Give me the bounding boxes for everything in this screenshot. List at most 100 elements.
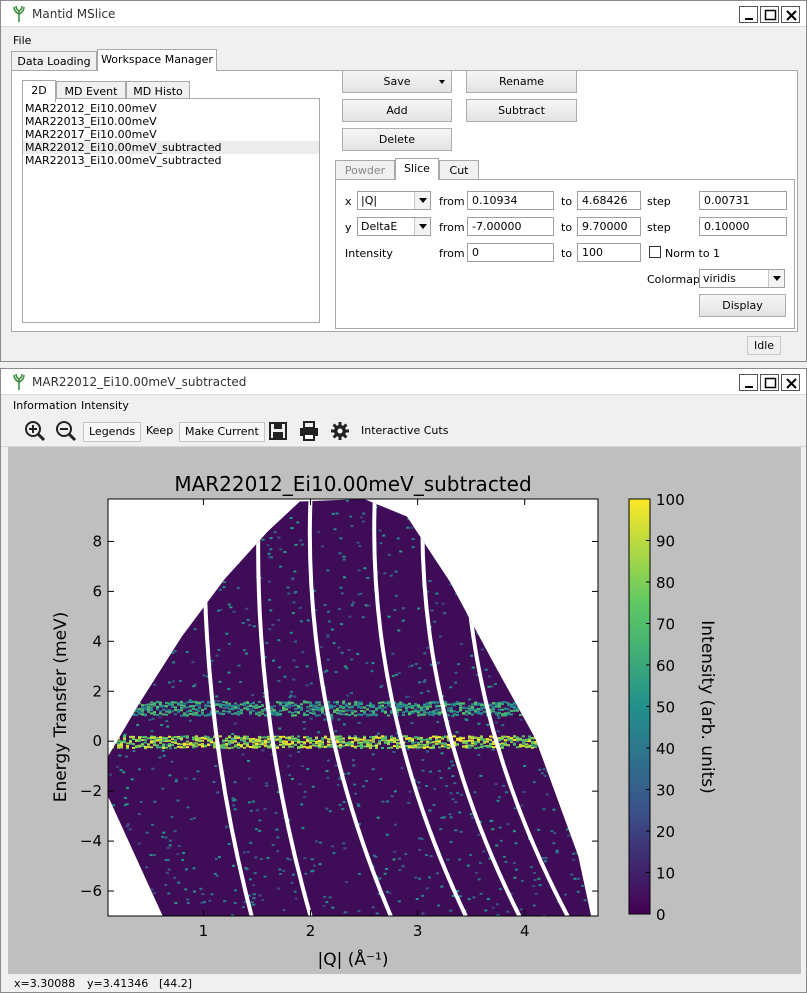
legends-button[interactable]: Legends — [83, 422, 142, 442]
intensity-to-input[interactable]: 100 — [577, 243, 641, 262]
workspace-list[interactable]: MAR22012_Ei10.00meV MAR22013_Ei10.00meV … — [22, 98, 320, 323]
x-axis-select[interactable]: |Q| — [357, 191, 431, 210]
zoom-in-icon[interactable] — [24, 420, 46, 442]
elastic-speck — [366, 745, 369, 748]
heatmap-speck — [263, 807, 267, 810]
list-item[interactable]: MAR22012_Ei10.00meV — [25, 102, 157, 115]
tab-slice[interactable]: Slice — [395, 158, 439, 180]
elastic-speck — [426, 743, 429, 746]
norm-checkbox[interactable] — [649, 246, 661, 258]
heatmap-speck — [188, 699, 192, 702]
y-axis-select[interactable]: DeltaE — [357, 217, 431, 236]
y-step-input[interactable]: 0.10000 — [699, 217, 787, 236]
elastic-speck — [405, 745, 408, 748]
colormap-select[interactable]: viridis — [699, 269, 785, 288]
heatmap-speck — [417, 837, 421, 840]
band-speck — [387, 700, 390, 703]
close-button[interactable] — [781, 6, 800, 23]
heatmap-speck — [269, 537, 273, 540]
elastic-speck — [528, 738, 531, 741]
print-icon[interactable] — [298, 420, 320, 442]
band-speck — [417, 711, 420, 714]
heatmap-speck — [439, 777, 443, 779]
list-item[interactable]: MAR22013_Ei10.00meV — [25, 115, 157, 128]
maximize-button[interactable] — [760, 6, 779, 23]
display-button[interactable]: Display — [699, 294, 786, 317]
make-current-button[interactable]: Make Current — [179, 422, 265, 442]
heatmap-speck — [479, 892, 483, 895]
minimize-button[interactable] — [739, 374, 758, 391]
heatmap-speck — [466, 864, 470, 867]
heatmap-speck — [436, 872, 439, 875]
plot-canvas[interactable]: MAR22012_Ei10.00meV_subtracted 1 2 3 4 −6 −4−… — [8, 447, 801, 974]
heatmap-speck — [266, 856, 270, 859]
y-to-input[interactable]: 9.70000 — [577, 217, 641, 236]
maximize-button[interactable] — [760, 374, 779, 391]
main-title-bar[interactable]: Mantid MSlice — [1, 1, 806, 27]
band-speck — [459, 702, 462, 705]
slice-plot[interactable]: MAR22012_Ei10.00meV_subtracted 1 2 3 4−6−4−… — [8, 447, 801, 974]
list-item[interactable]: MAR22017_Ei10.00meV — [25, 128, 157, 141]
elastic-speck — [378, 736, 381, 739]
menu-information[interactable]: Information — [13, 399, 77, 412]
heatmap-speck — [433, 787, 437, 790]
elastic-speck — [510, 737, 513, 740]
rename-button[interactable]: Rename — [466, 70, 577, 93]
save-icon[interactable] — [267, 420, 289, 442]
keep-button[interactable]: Keep — [146, 424, 174, 437]
tab-2d[interactable]: 2D — [22, 80, 56, 102]
band-speck — [144, 708, 147, 711]
heatmap-speck — [291, 612, 295, 615]
heatmap-speck — [371, 662, 375, 665]
gear-icon[interactable] — [329, 420, 351, 442]
band-speck — [504, 707, 507, 710]
band-speck — [438, 713, 441, 716]
band-speck — [333, 705, 336, 708]
menu-file[interactable]: File — [13, 34, 32, 47]
x-step-input[interactable]: 0.00731 — [699, 191, 787, 210]
heatmap-speck — [397, 672, 401, 675]
close-button[interactable] — [781, 374, 800, 391]
elastic-speck — [225, 739, 228, 742]
minimize-button[interactable] — [739, 6, 758, 23]
list-item-selected[interactable]: MAR22012_Ei10.00meV_subtracted — [23, 141, 319, 154]
interactive-cuts-button[interactable]: Interactive Cuts — [361, 424, 449, 437]
heatmap-speck — [263, 875, 267, 878]
delete-button[interactable]: Delete — [342, 128, 452, 151]
intensity-from-input[interactable]: 0 — [467, 243, 554, 262]
elastic-speck — [393, 745, 396, 748]
subtract-button[interactable]: Subtract — [466, 99, 577, 122]
elastic-speck — [156, 744, 159, 747]
menu-intensity[interactable]: Intensity — [81, 399, 129, 412]
band-speck — [222, 701, 225, 703]
tab-workspace-manager[interactable]: Workspace Manager — [97, 49, 217, 71]
heatmap-speck — [488, 675, 492, 678]
tab-data-loading[interactable]: Data Loading — [11, 51, 97, 72]
band-speck — [327, 700, 330, 703]
band-speck — [282, 705, 285, 707]
y-from-input[interactable]: -7.00000 — [467, 217, 554, 236]
elastic-speck — [228, 741, 231, 744]
tab-powder[interactable]: Powder — [335, 160, 395, 181]
plot-title-bar[interactable]: MAR22012_Ei10.00meV_subtracted — [1, 369, 806, 395]
x-from-input[interactable]: 0.10934 — [467, 191, 554, 210]
elastic-speck — [336, 735, 339, 738]
heatmap-speck — [451, 715, 455, 718]
heatmap-speck — [350, 604, 354, 607]
x-to-input[interactable]: 4.68426 — [577, 191, 641, 210]
tab-cut[interactable]: Cut — [439, 160, 479, 181]
tab-md-event[interactable]: MD Event — [56, 81, 126, 102]
band-speck — [408, 706, 411, 709]
list-item[interactable]: MAR22013_Ei10.00meV_subtracted — [25, 154, 222, 167]
band-speck — [492, 710, 495, 713]
heatmap-speck — [449, 583, 452, 586]
tab-md-histo[interactable]: MD Histo — [126, 81, 190, 102]
elastic-speck — [168, 735, 171, 738]
heatmap-speck — [407, 801, 411, 804]
zoom-out-icon[interactable] — [55, 420, 77, 442]
heatmap-speck — [278, 666, 281, 669]
save-button[interactable]: Save — [342, 70, 452, 93]
add-button[interactable]: Add — [342, 99, 452, 122]
band-speck — [186, 706, 189, 709]
heatmap-speck — [248, 894, 251, 897]
